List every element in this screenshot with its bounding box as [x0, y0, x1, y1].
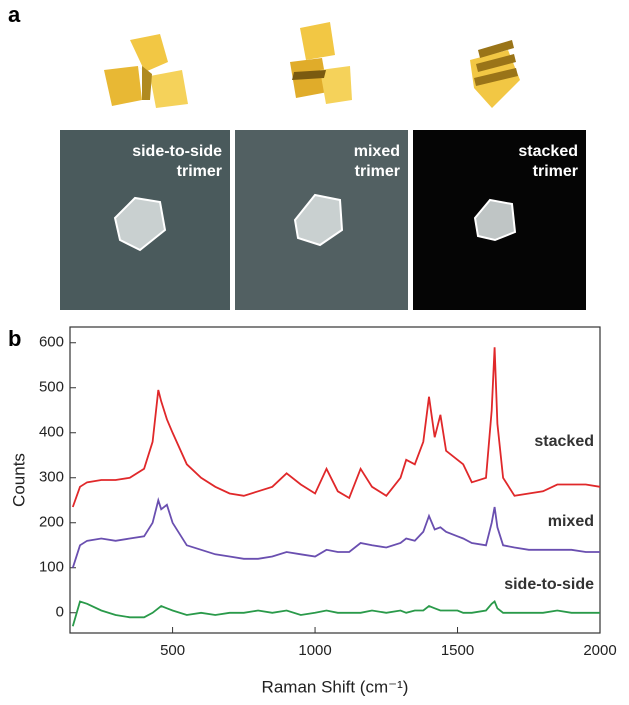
- render-side-to-side: [104, 34, 188, 108]
- x-tick-label: 1000: [298, 642, 331, 659]
- image-label: trimer: [533, 163, 578, 180]
- y-tick-label: 300: [39, 469, 64, 486]
- y-axis-label: Counts: [9, 453, 28, 507]
- y-tick-label: 200: [39, 514, 64, 531]
- image-label: side-to-side: [132, 143, 222, 160]
- particle: [293, 193, 344, 247]
- panel-label: a: [8, 2, 21, 27]
- series-line: [71, 600, 600, 627]
- render-stacked: [470, 40, 520, 108]
- y-tick-label: 400: [39, 424, 64, 441]
- image-label: stacked: [518, 143, 578, 160]
- particle: [473, 198, 517, 242]
- y-tick-label: 500: [39, 379, 64, 396]
- y-tick-label: 0: [56, 604, 64, 621]
- image-label: trimer: [355, 163, 400, 180]
- series-line: [71, 347, 601, 508]
- y-tick-label: 600: [39, 334, 64, 351]
- series-label: side-to-side: [504, 576, 594, 593]
- plot-frame: [69, 326, 601, 634]
- x-tick-label: 500: [160, 642, 185, 659]
- image-label: mixed: [354, 143, 400, 160]
- series-line: [71, 497, 600, 569]
- x-tick-label: 1500: [441, 642, 474, 659]
- x-axis-label: Raman Shift (cm⁻¹): [262, 677, 409, 696]
- y-tick-label: 100: [39, 559, 64, 576]
- particle: [113, 196, 167, 252]
- series-label: stacked: [534, 433, 594, 450]
- series-label: mixed: [548, 513, 594, 530]
- x-tick-label: 2000: [583, 642, 616, 659]
- render-mixed: [290, 22, 352, 104]
- panel-label: b: [8, 326, 21, 351]
- image-label: trimer: [177, 163, 222, 180]
